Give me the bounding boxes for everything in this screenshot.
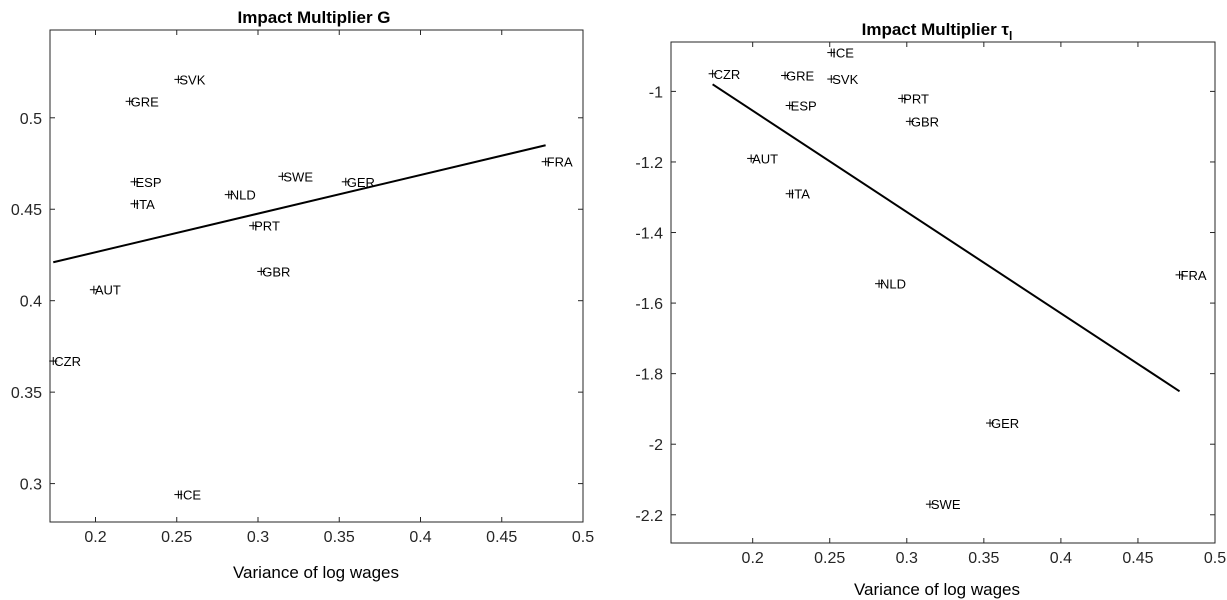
right-x-tick-label: 0.3	[896, 550, 918, 567]
point-label: SWE	[283, 169, 313, 184]
point-label: ESP	[136, 175, 162, 190]
right-point-gre: GRE	[781, 69, 815, 84]
right-y-tick-label: -1.8	[635, 367, 663, 384]
point-label: ICE	[832, 46, 854, 61]
left-point-gbr: GBR	[257, 264, 290, 279]
right-chart-panel: Impact Multiplier τl 0.2 0.25 0.3 0.35 0.4 0.…	[635, 20, 1226, 599]
right-point-esp: ESP	[785, 99, 817, 114]
right-y-tick-label: -1.4	[635, 226, 663, 243]
left-plot-area	[49, 29, 584, 523]
left-x-tick-label: 0.25	[161, 529, 192, 546]
left-chart-panel: Impact Multiplier G 0.2 0.25 0.3 0.35 0.4 0.4…	[11, 8, 594, 582]
right-chart-title-main: Impact Multiplier τ	[862, 20, 1010, 39]
left-y-tick-label: 0.5	[20, 111, 42, 128]
right-x-tick-label: 0.35	[968, 550, 999, 567]
point-label: PRT	[903, 91, 929, 106]
right-point-svk: SVK	[827, 72, 859, 87]
left-x-tick-label: 0.2	[84, 529, 106, 546]
right-x-tick-label: 0.5	[1204, 550, 1226, 567]
point-label: SVK	[832, 72, 858, 87]
left-point-prt: PRT	[249, 219, 280, 234]
point-label: NLD	[880, 277, 906, 292]
point-label: ICE	[179, 488, 201, 503]
left-point-fra: FRA	[541, 155, 573, 170]
right-point-czr: CZR	[708, 67, 741, 82]
right-plot-area	[670, 41, 1216, 544]
left-chart-title: Impact Multiplier G	[237, 8, 390, 27]
right-point-ice: ICE	[827, 46, 854, 61]
point-label: GRE	[131, 94, 160, 109]
point-label: FRA	[1181, 268, 1207, 283]
left-point-czr: CZR	[49, 354, 81, 369]
point-label: SVK	[179, 72, 205, 87]
left-fit-line	[53, 144, 546, 264]
right-y-tick-label: -1	[649, 84, 663, 101]
left-x-tick-label: 0.3	[247, 529, 269, 546]
right-chart-title-subscript: l	[1009, 29, 1012, 43]
point-label: CZR	[714, 67, 741, 82]
left-x-axis-label: Variance of log wages	[233, 563, 399, 582]
right-point-aut: AUT	[747, 151, 778, 166]
left-point-swe: SWE	[278, 169, 313, 184]
right-point-fra: FRA	[1175, 268, 1207, 283]
point-label: ITA	[791, 187, 811, 202]
point-label: SWE	[931, 497, 961, 512]
left-y-tick-label: 0.45	[11, 202, 42, 219]
point-label: AUT	[95, 283, 121, 298]
left-y-tick-label: 0.4	[20, 294, 42, 311]
right-x-axis-label: Variance of log wages	[854, 580, 1020, 599]
right-points: ICE CZR GRE SVK PRT ESP GBR AUT ITA NLD FRA GER SWE	[708, 46, 1207, 512]
point-label: ESP	[791, 99, 817, 114]
left-x-tick-label: 0.35	[324, 529, 355, 546]
right-x-tick-label: 0.2	[742, 550, 764, 567]
left-point-ice: ICE	[174, 488, 201, 503]
right-point-ita: ITA	[785, 187, 811, 202]
point-label: NLD	[230, 188, 256, 203]
left-y-ticks: 0.3 0.35 0.4 0.45 0.5	[11, 111, 583, 494]
left-x-ticks: 0.2 0.25 0.3 0.35 0.4 0.45 0.5	[84, 30, 594, 546]
left-x-tick-label: 0.45	[486, 529, 517, 546]
left-point-esp: ESP	[130, 175, 162, 190]
left-y-tick-label: 0.3	[20, 477, 42, 494]
right-y-ticks: -2.2 -2 -1.8 -1.6 -1.4 -1.2 -1	[635, 84, 1215, 525]
left-point-ger: GER	[341, 175, 375, 190]
left-point-ita: ITA	[130, 197, 156, 212]
point-label: GBR	[911, 114, 939, 129]
right-y-tick-label: -2.2	[635, 508, 663, 525]
point-label: AUT	[752, 151, 778, 166]
right-x-tick-label: 0.25	[814, 550, 845, 567]
point-label: ITA	[136, 197, 156, 212]
left-x-tick-label: 0.5	[572, 529, 594, 546]
left-x-tick-label: 0.4	[409, 529, 431, 546]
right-point-ger: GER	[986, 416, 1019, 431]
right-x-tick-label: 0.4	[1050, 550, 1072, 567]
point-label: GRE	[786, 69, 815, 84]
point-label: FRA	[547, 155, 573, 170]
point-label: GBR	[262, 264, 290, 279]
right-x-ticks: 0.2 0.25 0.3 0.35 0.4 0.45 0.5	[742, 42, 1226, 567]
point-label: GER	[347, 175, 375, 190]
right-y-tick-label: -1.2	[635, 155, 663, 172]
right-y-tick-label: -1.6	[635, 296, 663, 313]
left-point-aut: AUT	[89, 283, 121, 298]
right-fit-line	[712, 83, 1181, 393]
point-label: GER	[991, 416, 1019, 431]
right-point-prt: PRT	[898, 91, 929, 106]
right-x-tick-label: 0.45	[1122, 550, 1153, 567]
right-point-gbr: GBR	[905, 114, 939, 129]
right-point-swe: SWE	[925, 497, 961, 512]
left-y-tick-label: 0.35	[11, 385, 42, 402]
left-point-gre: GRE	[125, 94, 160, 109]
point-label: PRT	[254, 219, 280, 234]
right-y-tick-label: -2	[649, 437, 663, 454]
left-points: SVK GRE ESP ITA NLD SWE GER FRA PRT GBR AUT CZR ICE	[49, 72, 573, 503]
point-label: CZR	[54, 354, 81, 369]
right-point-nld: NLD	[875, 277, 906, 292]
right-chart-title: Impact Multiplier τl	[862, 20, 1013, 43]
left-point-svk: SVK	[174, 72, 206, 87]
left-point-nld: NLD	[224, 188, 256, 203]
